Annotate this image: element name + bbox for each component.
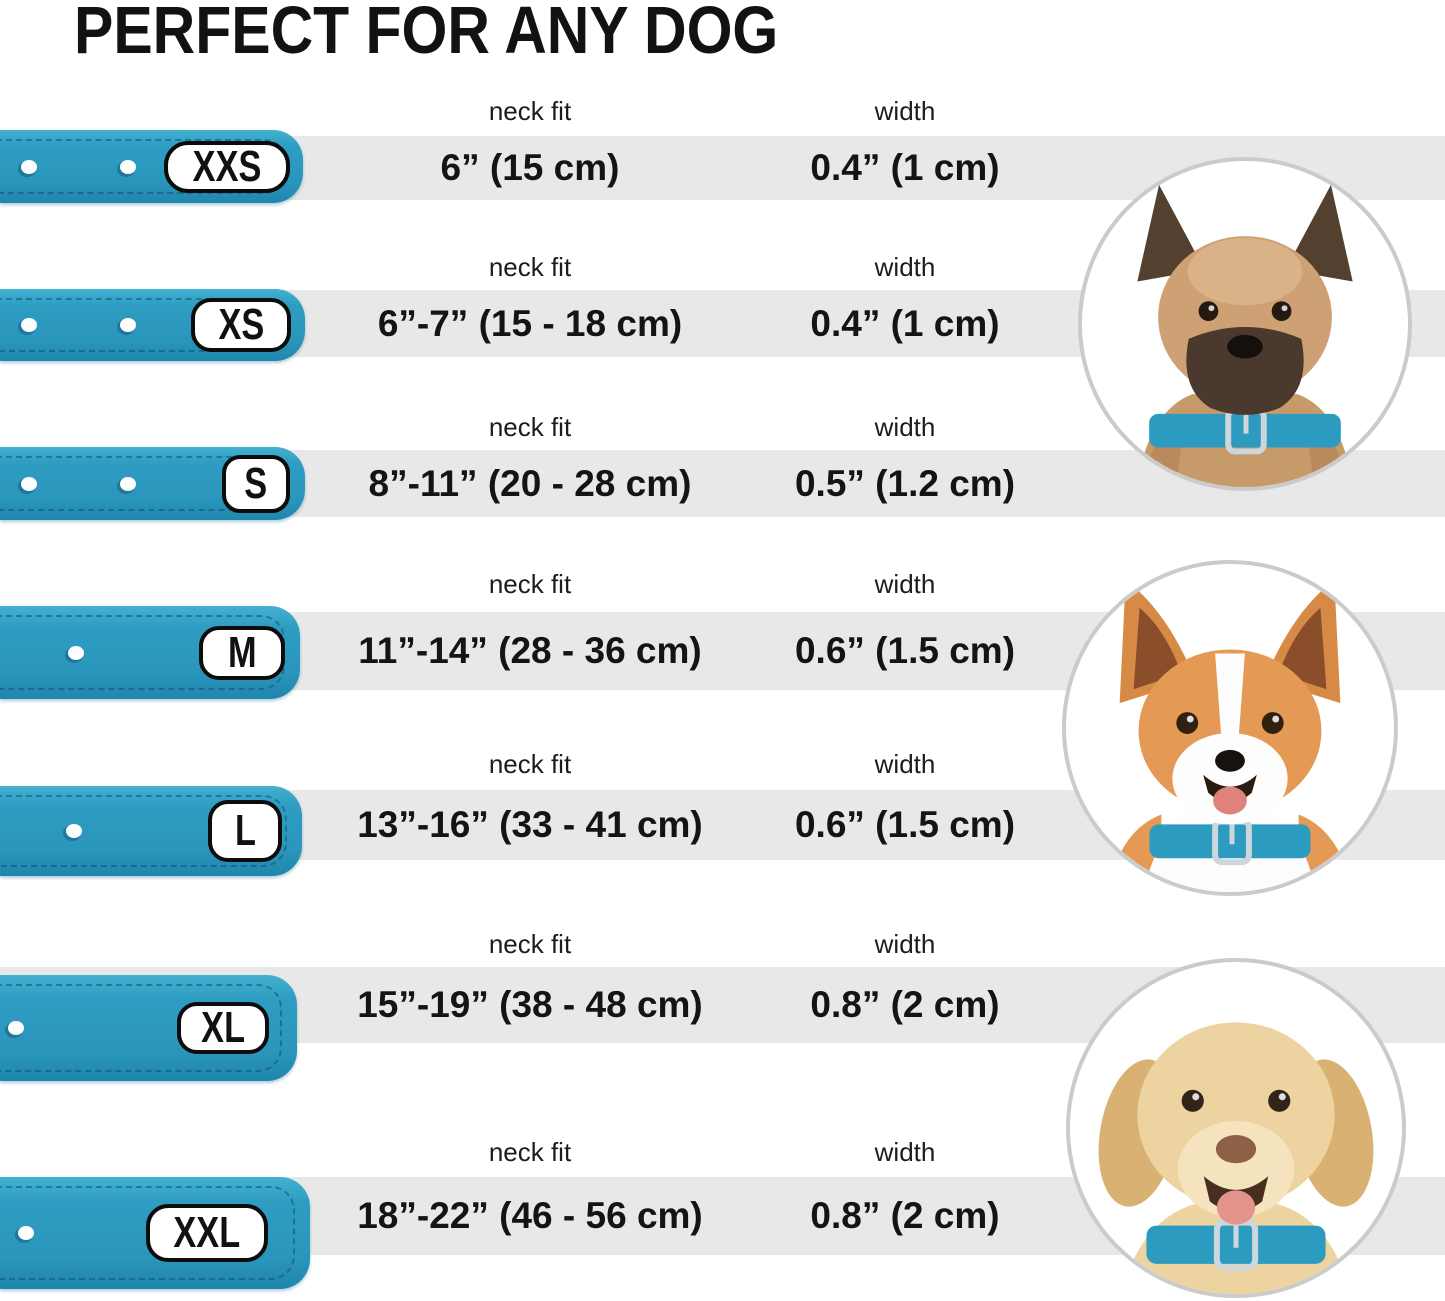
collar-hole	[66, 824, 82, 838]
collar-hole	[8, 1021, 24, 1035]
collar-hole	[120, 476, 136, 491]
collar-strip: M	[0, 606, 300, 699]
collar-hole	[18, 1226, 34, 1240]
neck-fit-value: 11”-14” (28 - 36 cm)	[358, 630, 702, 671]
size-badge-label: L	[234, 806, 256, 855]
size-badge-label: M	[227, 627, 257, 677]
collar-strip: L	[0, 786, 302, 876]
collar-strip: XXL	[0, 1177, 310, 1289]
width-value: 0.4” (1 cm)	[810, 303, 1000, 344]
collar-strip: XS	[0, 289, 305, 361]
size-badge-label: XXS	[192, 141, 262, 191]
neck-fit-value: 6”-7” (15 - 18 cm)	[377, 303, 683, 344]
size-badge: XS	[191, 298, 291, 352]
size-badge-label: XS	[218, 300, 264, 349]
collar-hole	[21, 159, 37, 174]
width-value: 0.6” (1.5 cm)	[794, 630, 1016, 671]
collar-strip: S	[0, 447, 305, 520]
corgi-illustration	[1107, 579, 1353, 892]
size-badge: XL	[177, 1002, 269, 1054]
neck-fit-value: 8”-11” (20 - 28 cm)	[368, 463, 692, 504]
size-badge: XXL	[146, 1204, 268, 1262]
neck-fit-value: 18”-22” (46 - 56 cm)	[357, 1195, 703, 1236]
width-column-label: width	[874, 96, 936, 126]
width-value: 0.4” (1 cm)	[810, 147, 1000, 188]
neck-fit-column-label: neck fit	[488, 96, 572, 126]
width-column-label: width	[874, 929, 936, 959]
size-badge-label: XXL	[173, 1208, 241, 1257]
width-column-label: width	[874, 252, 936, 282]
corgi-dog-photo	[1062, 560, 1398, 896]
collar-hole	[21, 318, 37, 332]
collar-strip: XXS	[0, 130, 303, 203]
collar-hole	[120, 318, 136, 332]
page-title: PERFECT FOR ANY DOG	[74, 0, 779, 68]
width-column-label: width	[874, 749, 936, 779]
collar-stitching	[0, 984, 282, 1072]
neck-fit-column-label: neck fit	[488, 412, 572, 442]
neck-fit-value: 13”-16” (33 - 41 cm)	[357, 804, 703, 845]
neck-fit-column-label: neck fit	[488, 252, 572, 282]
terrier-dog-photo	[1078, 157, 1412, 491]
width-value: 0.5” (1.2 cm)	[794, 463, 1016, 504]
collar-stitching	[0, 1186, 295, 1280]
size-badge: S	[222, 454, 290, 513]
width-column-label: width	[874, 1137, 936, 1167]
size-badge: M	[199, 625, 285, 680]
width-column-label: width	[874, 569, 936, 599]
size-badge-label: XL	[201, 1003, 245, 1052]
size-badge: XXS	[164, 140, 290, 193]
collar-stitching	[0, 795, 287, 867]
neck-fit-column-label: neck fit	[488, 749, 572, 779]
collar-hole	[120, 159, 136, 174]
terrier-illustration	[1136, 184, 1354, 487]
size-badge: L	[208, 800, 282, 862]
labrador-illustration	[1098, 1022, 1374, 1294]
neck-fit-column-label: neck fit	[488, 1137, 572, 1167]
collar-hole	[21, 476, 37, 491]
width-value: 0.6” (1.5 cm)	[794, 804, 1016, 845]
neck-fit-column-label: neck fit	[488, 569, 572, 599]
neck-fit-column-label: neck fit	[488, 929, 572, 959]
neck-fit-value: 15”-19” (38 - 48 cm)	[357, 984, 703, 1025]
width-value: 0.8” (2 cm)	[810, 984, 1000, 1025]
neck-fit-value: 6” (15 cm)	[440, 147, 620, 188]
width-value: 0.8” (2 cm)	[810, 1195, 1000, 1236]
size-badge-label: S	[244, 458, 268, 508]
width-column-label: width	[874, 412, 936, 442]
collar-hole	[68, 645, 84, 660]
labrador-dog-photo	[1066, 958, 1406, 1298]
collar-strip: XL	[0, 975, 297, 1081]
